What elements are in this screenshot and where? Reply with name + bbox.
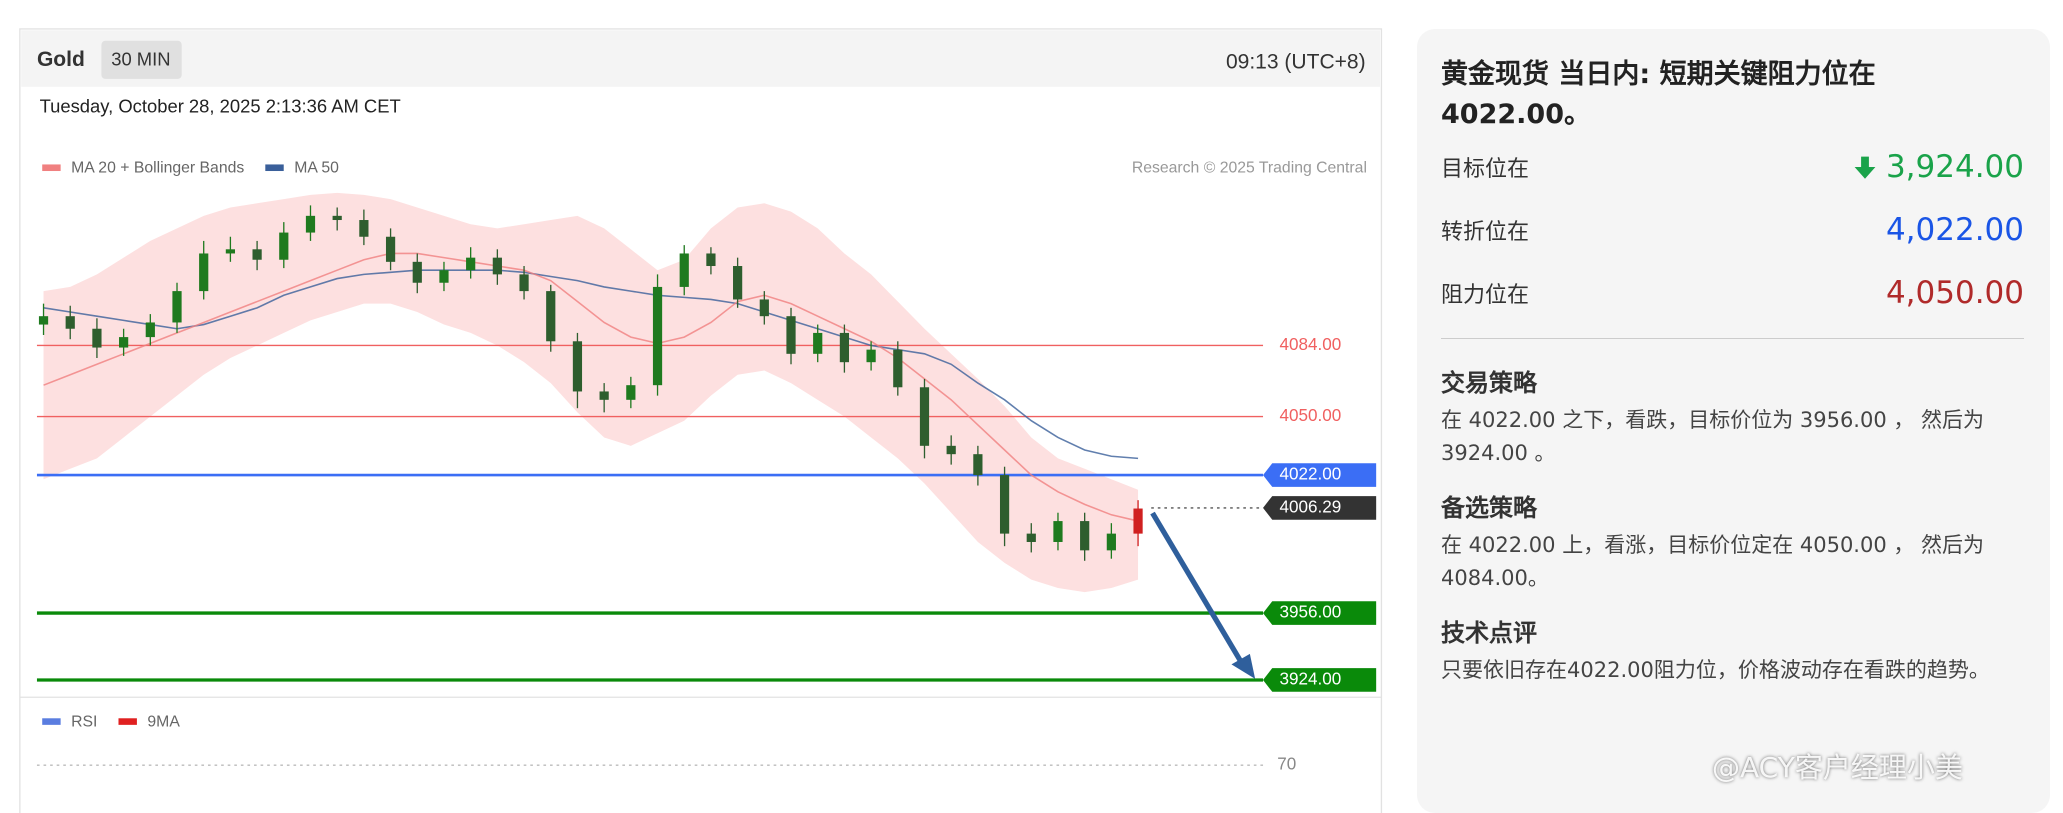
chart-header (21, 30, 1381, 87)
legend-label: RSI (71, 713, 97, 730)
y-tick-label: 70 (1277, 755, 1296, 774)
level-name: 阻力位在 (1441, 282, 1530, 308)
section-heading: 技术点评 (1441, 619, 1537, 647)
candle-body (466, 257, 476, 271)
ma20-line (43, 252, 1139, 522)
candle-body (786, 316, 796, 354)
chart-frame (19, 28, 1383, 813)
candle-body (1080, 521, 1090, 551)
watermark: @ACY客户经理小美 (1712, 751, 1963, 784)
level-tag (1263, 496, 1377, 520)
level-label: 4006.29 (1279, 497, 1341, 516)
candle-body (866, 349, 876, 363)
section-text: 只要依旧存在4022.00阻力位，价格波动存在看跌的趋势。 (1441, 658, 1990, 682)
candle-body (759, 299, 769, 317)
legend-swatch (265, 164, 284, 172)
candle-body (946, 445, 956, 455)
level-value-wrap: 4,022.00 (1886, 212, 2024, 248)
level-label: 3924.00 (1279, 669, 1341, 688)
interval[interactable]: 30 MIN (111, 48, 170, 69)
candle-body (145, 322, 155, 338)
candle-body (626, 385, 636, 400)
legend-label: 9MA (147, 713, 180, 730)
level-label: 4084.00 (1279, 335, 1341, 354)
candle-body (519, 274, 529, 292)
divider (1441, 338, 2024, 339)
candle-body (279, 232, 289, 260)
candle-body (839, 332, 850, 363)
level-tag (1263, 463, 1377, 487)
level-row: 阻力位在 4,050.00 (1441, 261, 2024, 324)
down-arrow (1852, 156, 1886, 183)
candle-body (733, 266, 743, 300)
legend-swatch (42, 164, 61, 172)
candle-body (1106, 533, 1116, 551)
level-tag (1263, 601, 1377, 625)
level-name: 目标位在 (1441, 156, 1530, 182)
panel-title: 黄金现货 当日内: 短期关键阻力位在 4022.00。 (1441, 59, 1876, 130)
candle-body (119, 337, 129, 348)
candle-body (199, 253, 209, 292)
section-heading: 交易策略 (1441, 369, 1537, 397)
level-tag (1263, 668, 1377, 692)
level-row: 转折位在 4,022.00 (1441, 198, 2024, 261)
candle-body (65, 316, 75, 329)
candle-body (679, 253, 689, 287)
level-row: 目标位在 3,924.00 (1441, 135, 2024, 198)
level-label: 4022.00 (1279, 465, 1341, 484)
forecast-arrow (1150, 511, 1246, 668)
candle-body (172, 291, 182, 323)
candle-body (546, 291, 556, 342)
section-heading: 备选策略 (1441, 494, 1537, 522)
analysis-panel: 黄金现货 当日内: 短期关键阻力位在 4022.00。 目标位在 3,924.00… (1417, 29, 2050, 813)
level-value: 4,022.00 (1885, 211, 2024, 248)
credit: Research © 2025 Trading Central (1132, 160, 1367, 177)
bollinger-band (43, 192, 1139, 593)
candle-body (973, 454, 983, 476)
timestamp: Tuesday, October 28, 2025 2:13:36 AM CET (40, 96, 401, 117)
ma50-line (43, 269, 1139, 460)
legend-label: MA 20 + Bollinger Bands (71, 160, 244, 177)
level-name: 转折位在 (1441, 219, 1530, 245)
arrow-head (1231, 653, 1256, 679)
candle-body (1026, 533, 1036, 542)
candle-body (38, 316, 49, 325)
candle-body (305, 215, 316, 233)
candle-body (332, 215, 342, 221)
candle-body (439, 270, 449, 283)
candle-body (599, 391, 609, 400)
section-text: 在 4022.00 之下，看跌，目标价位为 3956.00 ， 然后为 3924… (1441, 408, 1985, 465)
section-text: 在 4022.00 上，看涨，目标价位定在 4050.00 ， 然后为 4084… (1441, 533, 1985, 590)
candle-body (813, 332, 823, 354)
time: 09:13 (UTC+8) (1226, 51, 1366, 74)
level-value: 3,924.00 (1885, 148, 2024, 185)
level-label: 3956.00 (1279, 603, 1341, 622)
candle-body (359, 220, 369, 237)
candle-body (412, 261, 422, 283)
candle-body (1053, 521, 1063, 542)
candle-body (492, 257, 502, 275)
candle-body (919, 387, 930, 446)
level-value-wrap: 4,050.00 (1886, 275, 2024, 311)
interval-box[interactable] (101, 40, 182, 79)
symbol: Gold (37, 48, 85, 71)
level-value-wrap: 3,924.00 (1852, 149, 2024, 185)
legend-swatch (118, 718, 137, 725)
candle-body (1133, 508, 1143, 534)
candle-body (652, 286, 663, 386)
level-value: 4,050.00 (1885, 274, 2024, 311)
candle-body (706, 253, 716, 267)
candle-body (385, 236, 396, 262)
level-label: 4050.00 (1279, 406, 1341, 425)
candle-body (572, 341, 583, 392)
candle-body (999, 475, 1010, 534)
candle-body (893, 349, 903, 388)
candle-body (225, 249, 236, 254)
legend-swatch (42, 718, 61, 725)
legend-label: MA 50 (294, 160, 339, 177)
candle-body (92, 328, 102, 348)
candle-body (252, 249, 262, 260)
